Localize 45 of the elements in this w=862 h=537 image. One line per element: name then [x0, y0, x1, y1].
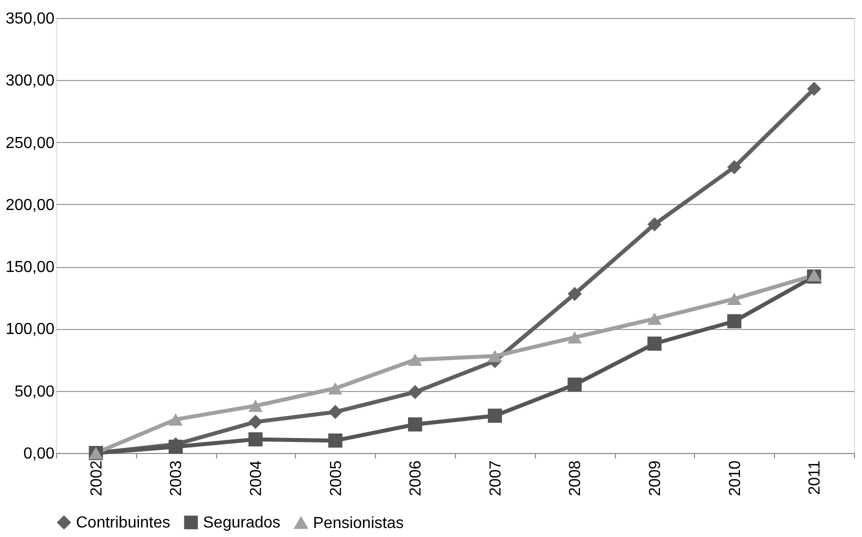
legend-label: Contribuintes — [76, 514, 170, 532]
x-tick-label: 2005 — [328, 460, 345, 496]
point — [647, 336, 662, 351]
point — [488, 350, 502, 362]
point — [568, 331, 582, 344]
point — [408, 354, 422, 366]
x-tick-label: 2010 — [726, 460, 744, 496]
y-tick-label: 200,00 — [6, 196, 55, 214]
point — [328, 404, 342, 420]
y-tick-label: 250,00 — [6, 134, 55, 152]
point — [408, 385, 422, 400]
point — [807, 82, 822, 96]
y-tick-label: 100,00 — [6, 321, 55, 338]
point — [248, 432, 263, 446]
point — [647, 217, 662, 232]
x-tick-label: 2002 — [88, 460, 106, 496]
point — [328, 382, 342, 394]
y-tick-label: 50,00 — [14, 383, 55, 400]
point — [568, 286, 582, 301]
point — [408, 417, 422, 432]
point — [727, 160, 742, 174]
y-tick-label: 150,00 — [6, 259, 55, 276]
point — [328, 434, 342, 448]
x-tick-label: 2007 — [487, 460, 504, 496]
point — [168, 440, 183, 454]
point — [248, 400, 263, 412]
legend-label: Pensionistas — [313, 514, 404, 532]
x-tick-label: 2003 — [168, 460, 186, 496]
point — [248, 414, 263, 429]
x-tick-label: 2009 — [647, 460, 664, 496]
x-tick-label: 2011 — [806, 460, 824, 495]
x-tick-label: 2004 — [248, 460, 265, 496]
x-tick-label: 2008 — [567, 460, 584, 496]
y-tick-label: 350,00 — [6, 10, 55, 28]
y-tick-label: 0,00 — [23, 446, 55, 462]
legend-label: Segurados — [203, 514, 280, 532]
point — [647, 312, 662, 325]
point — [727, 292, 742, 306]
point — [727, 314, 742, 328]
point — [568, 378, 582, 392]
point — [168, 413, 183, 426]
y-tick-label: 300,00 — [6, 72, 55, 90]
point — [488, 408, 502, 423]
x-tick-label: 2006 — [408, 460, 425, 496]
point — [807, 269, 822, 282]
